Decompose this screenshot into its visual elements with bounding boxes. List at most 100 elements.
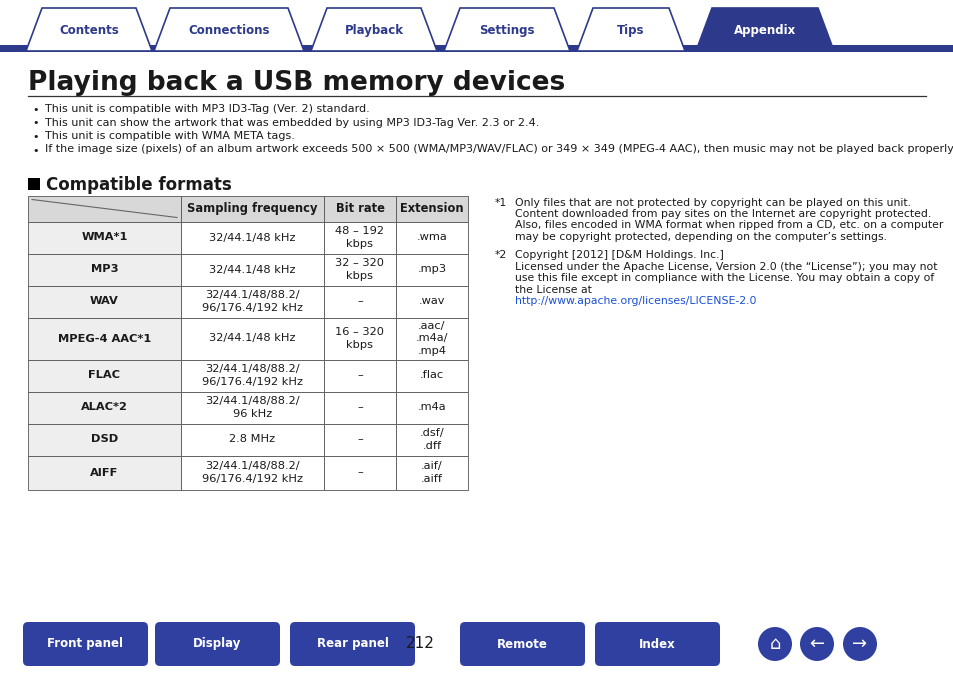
- Text: If the image size (pixels) of an album artwork exceeds 500 × 500 (WMA/MP3/WAV/FL: If the image size (pixels) of an album a…: [45, 145, 953, 155]
- Text: *1: *1: [495, 197, 507, 207]
- Bar: [395, 318, 468, 359]
- Text: 32/44.1/48/88.2/
96/176.4/192 kHz: 32/44.1/48/88.2/ 96/176.4/192 kHz: [202, 461, 303, 484]
- Text: .mp3: .mp3: [417, 264, 446, 275]
- Text: AIFF: AIFF: [91, 468, 118, 478]
- Bar: [324, 221, 395, 254]
- Bar: [0, 45, 953, 52]
- Bar: [395, 221, 468, 254]
- Text: FLAC: FLAC: [89, 371, 120, 380]
- Text: Sampling frequency: Sampling frequency: [187, 202, 317, 215]
- Bar: [28, 195, 181, 221]
- Bar: [324, 456, 395, 489]
- Text: Rear panel: Rear panel: [316, 637, 388, 651]
- Text: ⌂: ⌂: [768, 635, 780, 653]
- Bar: [181, 392, 324, 423]
- Text: Compatible formats: Compatible formats: [46, 176, 232, 194]
- Bar: [395, 285, 468, 318]
- Text: –: –: [356, 402, 362, 413]
- Text: Index: Index: [639, 637, 675, 651]
- Bar: [395, 423, 468, 456]
- FancyBboxPatch shape: [290, 622, 415, 666]
- Bar: [28, 392, 181, 423]
- Text: Licensed under the Apache License, Version 2.0 (the “License”); you may not: Licensed under the Apache License, Versi…: [515, 262, 937, 272]
- Polygon shape: [26, 8, 152, 51]
- Circle shape: [800, 627, 833, 661]
- Text: 32 – 320
kbps: 32 – 320 kbps: [335, 258, 384, 281]
- Text: Also, files encoded in WMA format when ripped from a CD, etc. on a computer: Also, files encoded in WMA format when r…: [515, 221, 943, 230]
- Bar: [28, 178, 40, 190]
- Text: the License at: the License at: [515, 285, 591, 295]
- Bar: [181, 221, 324, 254]
- Text: This unit is compatible with MP3 ID3-Tag (Ver. 2) standard.: This unit is compatible with MP3 ID3-Tag…: [45, 104, 370, 114]
- FancyBboxPatch shape: [595, 622, 720, 666]
- Text: .dsf/
.dff: .dsf/ .dff: [419, 428, 444, 451]
- Bar: [324, 195, 395, 221]
- Text: WMA*1: WMA*1: [81, 232, 128, 242]
- Text: Playback: Playback: [344, 24, 403, 37]
- Text: Tips: Tips: [617, 24, 644, 37]
- Bar: [395, 195, 468, 221]
- Polygon shape: [443, 8, 569, 51]
- Text: This unit can show the artwork that was embedded by using MP3 ID3-Tag Ver. 2.3 o: This unit can show the artwork that was …: [45, 118, 538, 127]
- Text: –: –: [356, 435, 362, 444]
- Text: Copyright [2012] [D&M Holdings. Inc.]: Copyright [2012] [D&M Holdings. Inc.]: [515, 250, 723, 260]
- Text: Bit rate: Bit rate: [335, 202, 384, 215]
- Text: 32/44.1/48 kHz: 32/44.1/48 kHz: [209, 232, 295, 242]
- Text: .flac: .flac: [419, 371, 443, 380]
- Bar: [28, 359, 181, 392]
- Text: –: –: [356, 371, 362, 380]
- Text: Only files that are not protected by copyright can be played on this unit.: Only files that are not protected by cop…: [515, 197, 910, 207]
- Polygon shape: [311, 8, 436, 51]
- Text: .wav: .wav: [418, 297, 445, 306]
- Bar: [324, 392, 395, 423]
- Text: .aif/
.aiff: .aif/ .aiff: [420, 461, 442, 484]
- Bar: [181, 285, 324, 318]
- Bar: [28, 456, 181, 489]
- Text: Settings: Settings: [478, 24, 535, 37]
- Circle shape: [842, 627, 876, 661]
- Bar: [181, 359, 324, 392]
- FancyBboxPatch shape: [459, 622, 584, 666]
- Text: .m4a: .m4a: [417, 402, 446, 413]
- Bar: [324, 359, 395, 392]
- Bar: [324, 423, 395, 456]
- Text: •: •: [32, 118, 38, 129]
- Text: Contents: Contents: [59, 24, 119, 37]
- FancyBboxPatch shape: [23, 622, 148, 666]
- Text: 32/44.1/48/88.2/
96/176.4/192 kHz: 32/44.1/48/88.2/ 96/176.4/192 kHz: [202, 290, 303, 313]
- Text: Content downloaded from pay sites on the Internet are copyright protected.: Content downloaded from pay sites on the…: [515, 209, 930, 219]
- Bar: [28, 318, 181, 359]
- Text: DSD: DSD: [91, 435, 118, 444]
- Text: .wma: .wma: [416, 232, 447, 242]
- Text: 48 – 192
kbps: 48 – 192 kbps: [335, 226, 384, 249]
- Text: WAV: WAV: [90, 297, 119, 306]
- Text: Playing back a USB memory devices: Playing back a USB memory devices: [28, 70, 565, 96]
- Text: MP3: MP3: [91, 264, 118, 275]
- Bar: [395, 456, 468, 489]
- Text: This unit is compatible with WMA META tags.: This unit is compatible with WMA META ta…: [45, 131, 294, 141]
- Text: use this file except in compliance with the License. You may obtain a copy of: use this file except in compliance with …: [515, 273, 933, 283]
- Text: •: •: [32, 105, 38, 115]
- Polygon shape: [577, 8, 684, 51]
- Text: 16 – 320
kbps: 16 – 320 kbps: [335, 327, 384, 350]
- Bar: [181, 254, 324, 285]
- Text: ←: ←: [808, 635, 823, 653]
- Bar: [324, 318, 395, 359]
- Text: 32/44.1/48 kHz: 32/44.1/48 kHz: [209, 264, 295, 275]
- Text: Extension: Extension: [399, 202, 463, 215]
- Bar: [181, 423, 324, 456]
- Bar: [324, 254, 395, 285]
- Bar: [181, 318, 324, 359]
- Circle shape: [758, 627, 791, 661]
- Polygon shape: [153, 8, 304, 51]
- Polygon shape: [696, 8, 833, 51]
- Bar: [324, 285, 395, 318]
- Bar: [395, 359, 468, 392]
- Text: Remote: Remote: [497, 637, 547, 651]
- Text: 32/44.1/48 kHz: 32/44.1/48 kHz: [209, 334, 295, 343]
- Text: 32/44.1/48/88.2/
96 kHz: 32/44.1/48/88.2/ 96 kHz: [205, 396, 299, 419]
- Bar: [395, 254, 468, 285]
- Text: •: •: [32, 132, 38, 142]
- Text: 2.8 MHz: 2.8 MHz: [230, 435, 275, 444]
- Text: –: –: [356, 297, 362, 306]
